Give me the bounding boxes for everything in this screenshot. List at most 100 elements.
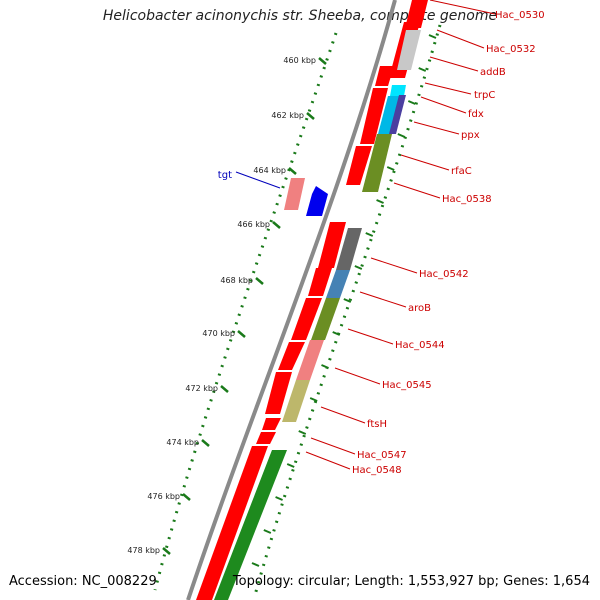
- label-leader-line: [235, 171, 281, 189]
- gene-label-ppx[interactable]: ppx: [461, 130, 480, 141]
- inner-tick: [365, 232, 374, 237]
- gene-label-addb[interactable]: addB: [480, 67, 506, 78]
- scale-label: 478 kbp: [127, 546, 160, 555]
- reverse-gene-block: [397, 30, 421, 70]
- gene-label-rfac[interactable]: rfaC: [451, 166, 472, 177]
- label-leader-line: [310, 437, 356, 455]
- label-lines: [235, 0, 496, 470]
- inner-tick: [407, 100, 416, 105]
- gene-label-tgt[interactable]: tgt: [218, 170, 232, 181]
- reverse-gene-block: [214, 450, 287, 600]
- gene-label-hac_0532[interactable]: Hac_0532: [486, 44, 536, 55]
- scale-label: 462 kbp: [271, 111, 304, 120]
- label-leader-line: [393, 182, 441, 199]
- forward-gene-arrow: [318, 222, 346, 268]
- forward-gene-arrow: [278, 342, 305, 370]
- gene-label-hac_0530[interactable]: Hac_0530: [495, 10, 545, 21]
- forward-gene-arrow: [262, 418, 281, 430]
- scale-tick: [272, 221, 281, 229]
- tgt-gene-block: [284, 178, 305, 210]
- label-leader-line: [305, 451, 351, 470]
- inner-tick: [428, 34, 437, 39]
- reverse-gene-block: [296, 340, 324, 380]
- reverse-gene-block: [405, 0, 428, 28]
- inner-tick: [263, 529, 272, 534]
- inner-tick: [286, 463, 295, 468]
- label-leader-line: [347, 328, 394, 345]
- gene-label-hac_0544[interactable]: Hac_0544: [395, 340, 445, 351]
- scale-tick: [306, 112, 315, 120]
- map-title: Helicobacter acinonychis str. Sheeba, co…: [102, 8, 498, 24]
- gene-features: [196, 0, 428, 600]
- label-leader-line: [359, 291, 407, 308]
- scale-tick: [182, 493, 191, 501]
- gene-label-trpc[interactable]: trpC: [474, 90, 495, 101]
- gene-label-hac_0542[interactable]: Hac_0542: [419, 269, 469, 280]
- gene-label-ftsh[interactable]: ftsH: [367, 419, 387, 430]
- scale-tick: [162, 547, 171, 555]
- gene-labels: Hac_0530 Hac_0532 addB trpC fdx ppx rfaC Hac_05…: [218, 10, 545, 476]
- scale-ticks: 460 kbp 462 kbp 464 kbp 466 kbp 468 kbp 470 k…: [127, 34, 437, 567]
- forward-gene-arrow: [291, 298, 322, 340]
- inner-tick: [251, 562, 260, 567]
- gene-label-fdx[interactable]: fdx: [468, 109, 484, 120]
- label-leader-line: [370, 257, 418, 274]
- label-leader-line: [424, 82, 472, 95]
- inner-tick: [418, 67, 427, 72]
- reverse-gene-block: [390, 85, 406, 96]
- reverse-gene-block: [282, 380, 310, 422]
- scale-label: 468 kbp: [220, 276, 253, 285]
- inner-dotted-track: [253, 24, 442, 596]
- inner-tick: [298, 430, 307, 435]
- forward-gene-arrow: [308, 268, 332, 296]
- scale-label: 466 kbp: [237, 220, 270, 229]
- inner-tick: [354, 265, 363, 270]
- forward-gene-arrow: [346, 146, 372, 185]
- backbone-arc: [186, 0, 397, 600]
- reverse-gene-block: [311, 298, 340, 340]
- scale-tick: [255, 277, 264, 285]
- tgt-gene-arrow: [306, 186, 328, 216]
- forward-gene-arrow: [265, 372, 292, 414]
- label-leader-line: [420, 96, 467, 114]
- forward-gene-arrow: [196, 446, 268, 600]
- inner-tick: [309, 397, 318, 402]
- label-leader-line: [413, 121, 460, 135]
- label-leader-line: [429, 56, 479, 72]
- topology-text: Topology: circular; Length: 1,553,927 bp…: [232, 574, 590, 589]
- inner-tick: [275, 496, 283, 501]
- reverse-gene-block: [326, 270, 350, 298]
- label-leader-line: [320, 406, 366, 424]
- scale-tick: [201, 439, 210, 447]
- accession-text: Accession: NC_008229: [9, 574, 157, 589]
- inner-tick: [321, 364, 329, 369]
- gene-label-hac_0545[interactable]: Hac_0545: [382, 380, 432, 391]
- scale-label: 470 kbp: [202, 329, 235, 338]
- inner-tick: [397, 133, 406, 138]
- label-leader-line: [334, 367, 381, 385]
- scale-label: 464 kbp: [253, 166, 286, 175]
- forward-gene-arrow: [360, 88, 388, 144]
- reverse-gene-block: [389, 95, 406, 134]
- scale-label: 472 kbp: [185, 384, 218, 393]
- reverse-gene-block: [362, 134, 392, 192]
- scale-label: 476 kbp: [147, 492, 180, 501]
- label-leader-line: [436, 29, 485, 49]
- inner-tick: [386, 166, 395, 171]
- scale-tick: [288, 167, 297, 175]
- label-leader-line: [429, 0, 496, 15]
- forward-gene-arrow: [375, 66, 394, 86]
- scale-tick: [237, 330, 246, 338]
- scale-label: 474 kbp: [166, 438, 199, 447]
- scale-tick: [318, 57, 327, 65]
- gene-label-hac_0548[interactable]: Hac_0548: [352, 465, 402, 476]
- gene-label-hac_0538[interactable]: Hac_0538: [442, 194, 492, 205]
- gene-label-hac_0547[interactable]: Hac_0547: [357, 450, 407, 461]
- label-leader-line: [400, 154, 450, 171]
- inner-tick: [343, 298, 352, 303]
- forward-gene-arrow: [256, 432, 276, 444]
- inner-tick: [376, 199, 384, 204]
- gene-label-arob[interactable]: aroB: [408, 303, 431, 314]
- reverse-gene-block: [336, 228, 362, 270]
